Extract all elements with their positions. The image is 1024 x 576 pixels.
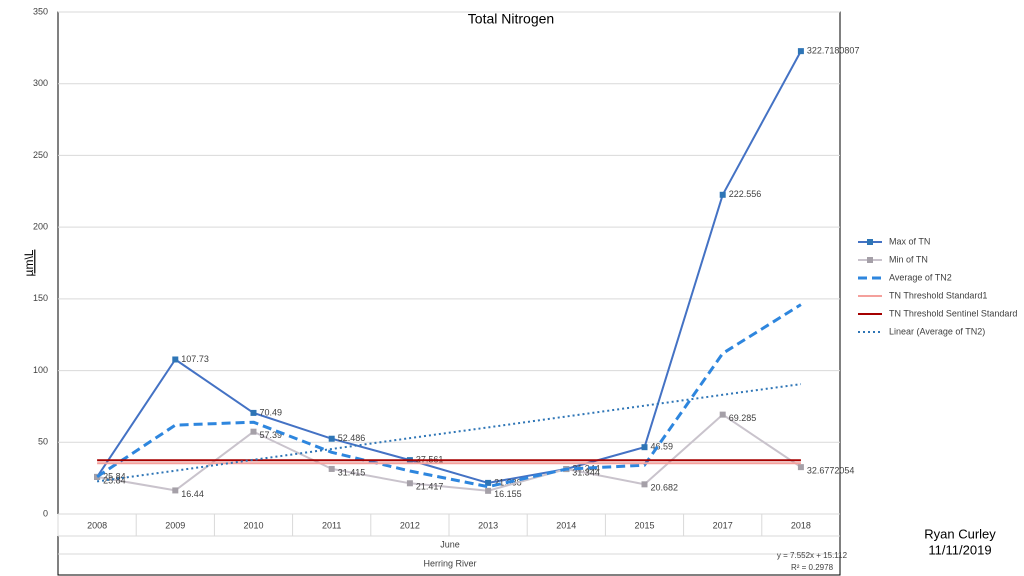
- point-marker: [641, 481, 648, 488]
- point-marker: [172, 356, 179, 363]
- legend-label: Min of TN: [889, 254, 928, 264]
- data-label: 16.44: [181, 489, 204, 499]
- legend-marker: [867, 239, 873, 245]
- x-tick-label: 2017: [713, 520, 733, 530]
- legend-label: Linear (Average of TN2): [889, 326, 985, 336]
- y-tick-label: 150: [33, 293, 48, 303]
- x-tick-label: 2014: [556, 520, 576, 530]
- y-tick-label: 350: [33, 6, 48, 16]
- legend-label: Average of TN2: [889, 272, 952, 282]
- point-marker: [797, 48, 804, 55]
- legend-marker: [867, 257, 873, 263]
- point-marker: [485, 487, 492, 494]
- data-label: 31.344: [572, 467, 600, 477]
- legend-label: Max of TN: [889, 236, 930, 246]
- chart-title: Total Nitrogen: [468, 11, 554, 27]
- data-label: 20.682: [651, 483, 679, 493]
- series-line: [96, 303, 802, 489]
- point-marker: [250, 428, 257, 435]
- data-label: 16.155: [494, 489, 522, 499]
- data-label: 21.417: [416, 482, 444, 492]
- data-label: 25.84: [103, 475, 126, 485]
- data-label: 52.486: [338, 433, 366, 443]
- point-marker: [172, 487, 179, 494]
- data-label: 69.285: [729, 413, 757, 423]
- x-tick-label: 2008: [87, 520, 107, 530]
- x-tick-label: 2012: [400, 520, 420, 530]
- author: Ryan Curley: [924, 526, 996, 541]
- data-label: 46.59: [651, 442, 674, 452]
- x-tick-label: 2010: [243, 520, 263, 530]
- point-marker: [328, 465, 335, 472]
- y-tick-label: 200: [33, 222, 48, 232]
- data-label: 322.7180807: [807, 46, 860, 56]
- date: 11/11/2019: [928, 542, 991, 557]
- point-marker: [719, 411, 726, 418]
- point-marker: [94, 473, 101, 480]
- data-label: 222.556: [729, 189, 762, 199]
- point-marker: [485, 479, 492, 486]
- legend-label: TN Threshold Standard1: [889, 290, 987, 300]
- x-tick-label: 2015: [634, 520, 654, 530]
- y-tick-label: 300: [33, 78, 48, 88]
- point-marker: [406, 480, 413, 487]
- data-label: 32.6772054: [807, 466, 855, 476]
- x-tick-label: 2011: [322, 520, 341, 530]
- y-tick-label: 50: [38, 437, 48, 447]
- data-label: 31.344: [572, 463, 600, 473]
- data-label: 107.73: [181, 354, 209, 364]
- point-marker: [641, 444, 648, 451]
- x-tick-label: 2013: [478, 520, 498, 530]
- data-label: 31.415: [338, 467, 366, 477]
- y-tick-label: 0: [43, 508, 48, 518]
- legend-label: TN Threshold Sentinel Standard: [889, 308, 1017, 318]
- series-line: [96, 383, 802, 483]
- trendline-r2: R² = 0.2978: [791, 563, 834, 572]
- x-group-label: June: [440, 539, 460, 549]
- x-tick-label: 2018: [791, 520, 811, 530]
- point-marker: [719, 191, 726, 198]
- point-marker: [797, 464, 804, 471]
- y-tick-label: 100: [33, 365, 48, 375]
- data-label: 57.39: [260, 430, 283, 440]
- y-tick-label: 250: [33, 150, 48, 160]
- data-label: 70.49: [260, 407, 283, 417]
- x-tick-label: 2009: [165, 520, 185, 530]
- point-marker: [250, 409, 257, 416]
- x-group-label: Herring River: [423, 558, 476, 568]
- data-label: 25.84: [103, 471, 126, 481]
- trendline-equation: y = 7.552x + 15.112: [777, 551, 848, 560]
- point-marker: [328, 435, 335, 442]
- series-line: [96, 50, 802, 484]
- y-axis-label: µm\L: [22, 249, 36, 276]
